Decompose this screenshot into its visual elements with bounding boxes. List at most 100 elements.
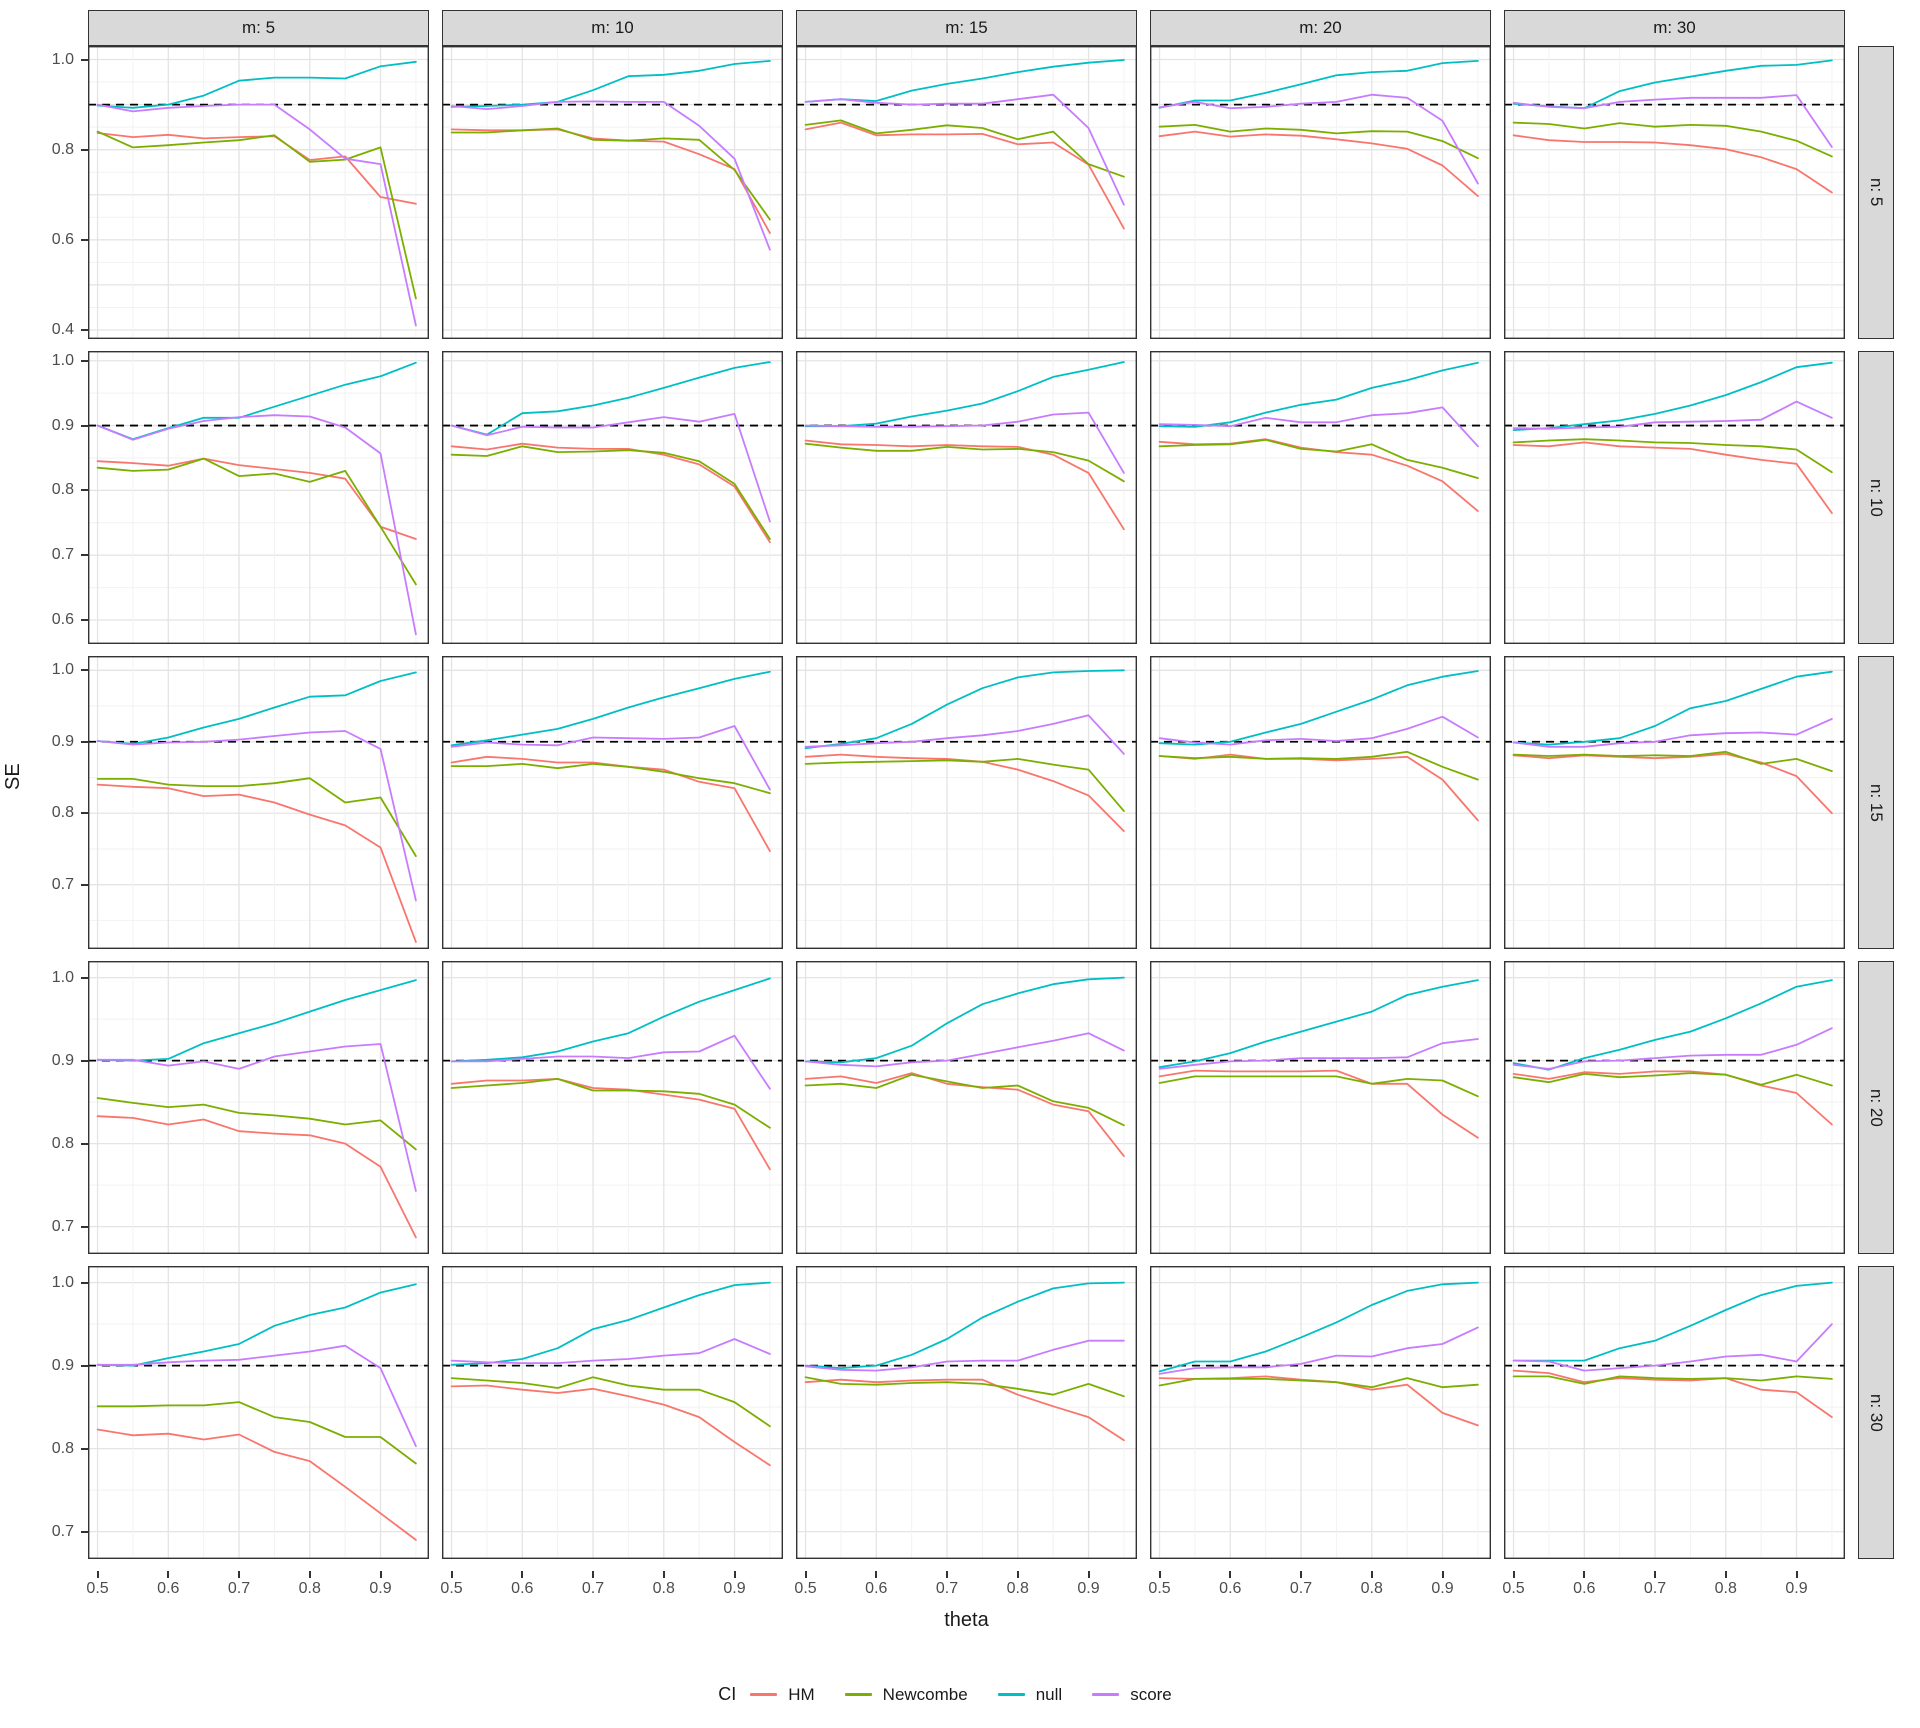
series-line-HM <box>450 1384 771 1467</box>
series-line-score <box>450 725 771 791</box>
x-tick-mark <box>1441 1571 1444 1578</box>
series-line-null <box>96 979 417 1062</box>
x-tick-mark <box>1016 1571 1019 1578</box>
y-tick-label: 0.6 <box>51 230 74 248</box>
x-tick-mark <box>1583 1571 1586 1578</box>
series-line-Newcombe <box>804 442 1125 483</box>
y-tick-label: 0.8 <box>51 1134 74 1152</box>
x-axis-labels-col4: 0.5 0.6 0.7 0.8 0.9 <box>1148 1571 1491 1601</box>
series-line-null <box>804 361 1125 428</box>
panel-canvas <box>442 46 783 339</box>
panel-m10-n30 <box>442 1266 783 1559</box>
series-line-HM <box>96 457 417 540</box>
series-line-Newcombe <box>450 445 771 540</box>
series-line-score <box>450 1338 771 1364</box>
facet-row: 1.0 0.9 0.8 0.7 n: 20 <box>8 961 1912 1254</box>
series-line-null <box>1158 1281 1479 1373</box>
series-line-Newcombe <box>1512 1072 1833 1087</box>
x-tick-label: 0.7 <box>581 1580 605 1597</box>
legend-label-null: null <box>1035 1684 1063 1704</box>
series-line-HM <box>96 132 417 205</box>
y-tick-label: 0.4 <box>51 320 74 338</box>
y-tick-label: 0.7 <box>51 1522 74 1540</box>
series-line-Newcombe <box>96 1401 417 1465</box>
y-tick-mark <box>81 619 88 621</box>
panel-m5-n20 <box>88 961 429 1254</box>
facet-row: 1.0 0.9 0.8 0.7 0.6 n: 10 <box>8 351 1912 644</box>
series-line-score <box>96 1344 417 1448</box>
y-tick-label: 0.7 <box>51 546 74 564</box>
facet-col-label: m: 15 <box>945 18 988 37</box>
facet-row: 1.0 0.8 0.6 0.4 n: 5 <box>8 46 1912 339</box>
series-line-score <box>1158 93 1479 185</box>
axis-gutter-spacer <box>8 10 88 46</box>
x-tick-mark <box>308 1571 311 1578</box>
y-tick-mark <box>81 976 88 979</box>
facet-row-strip: n: 30 <box>1858 1266 1894 1559</box>
facet-col-strip: m: 20 <box>1150 10 1491 46</box>
facet-row: 1.0 0.9 0.8 0.7 n: 30 <box>8 1266 1912 1559</box>
series-line-score <box>1512 1323 1833 1372</box>
x-tick-label: 0.8 <box>1714 1580 1737 1597</box>
x-tick-mark <box>379 1571 382 1578</box>
legend-label-score: score <box>1130 1684 1172 1704</box>
series-line-Newcombe <box>1158 438 1479 479</box>
facet-col-label: m: 5 <box>241 18 276 37</box>
panel-m20-n30 <box>1150 1266 1491 1559</box>
panel-m30-n15 <box>1504 656 1845 949</box>
panel-m10-n20 <box>442 961 783 1254</box>
panel-m5-n15 <box>88 656 429 949</box>
x-axis-labels-col5: 0.5 0.6 0.7 0.8 0.9 <box>1502 1571 1845 1601</box>
x-tick-mark <box>238 1571 241 1578</box>
facet-col-cell: m: 20 <box>1150 10 1491 46</box>
series-line-score <box>1512 718 1833 748</box>
axis-gutter-spacer <box>8 1571 88 1601</box>
y-tick-mark <box>81 424 88 427</box>
y-tick-label: 1.0 <box>51 968 74 986</box>
panel-m5-n10 <box>88 351 429 644</box>
series-line-Newcombe <box>804 1376 1125 1398</box>
facet-col-strip: m: 30 <box>1504 10 1845 46</box>
panel-canvas <box>88 656 429 949</box>
panel-canvas <box>88 1266 429 1559</box>
facet-row-label: n: 15 <box>1867 783 1886 822</box>
series-line-Newcombe <box>804 758 1125 813</box>
x-tick-label: 0.7 <box>935 1580 959 1597</box>
y-tick-mark <box>81 359 88 362</box>
panel-canvas <box>1504 961 1845 1254</box>
series-line-HM <box>1512 1070 1833 1126</box>
y-axis-gutter: 1.0 0.9 0.8 0.7 <box>8 961 88 1254</box>
x-tick-mark <box>1512 1571 1515 1578</box>
x-tick-mark <box>662 1571 665 1578</box>
series-line-score <box>1158 1326 1479 1375</box>
series-line-score <box>96 1043 417 1192</box>
panel-m20-n20 <box>1150 961 1491 1254</box>
series-line-null <box>1512 979 1833 1071</box>
y-tick-mark <box>81 148 88 151</box>
series-line-HM <box>1158 130 1479 198</box>
legend-swatch-Newcombe <box>844 1693 872 1696</box>
series-line-HM <box>1512 441 1833 515</box>
panel-canvas <box>1504 351 1845 644</box>
facet-col-strip: m: 5 <box>88 10 429 46</box>
series-line-null <box>1158 361 1479 428</box>
series-line-Newcombe <box>1158 1075 1479 1098</box>
panel-canvas <box>442 351 783 644</box>
y-tick-mark <box>81 1281 88 1284</box>
panel-canvas <box>1504 1266 1845 1559</box>
series-line-null <box>1158 979 1479 1069</box>
legend-item-score: score <box>1092 1685 1172 1705</box>
facet-col-cell: m: 30 <box>1504 10 1845 46</box>
x-tick-mark <box>946 1571 949 1578</box>
x-tick-mark <box>521 1571 524 1578</box>
x-tick-mark <box>1370 1571 1373 1578</box>
facet-row-label: n: 10 <box>1867 478 1886 517</box>
panel-m10-n15 <box>442 656 783 949</box>
series-line-Newcombe <box>96 777 417 858</box>
series-line-null <box>804 976 1125 1064</box>
x-tick-mark <box>592 1571 595 1578</box>
y-tick-mark <box>81 238 88 241</box>
facet-grid: m: 5 m: 10 m: 15 m: 20 m: 30 1.0 0.8 0.6 0.4 n: 5… <box>8 10 1912 1601</box>
y-tick-mark <box>81 1447 88 1450</box>
facet-col-cell: m: 5 <box>88 10 429 46</box>
